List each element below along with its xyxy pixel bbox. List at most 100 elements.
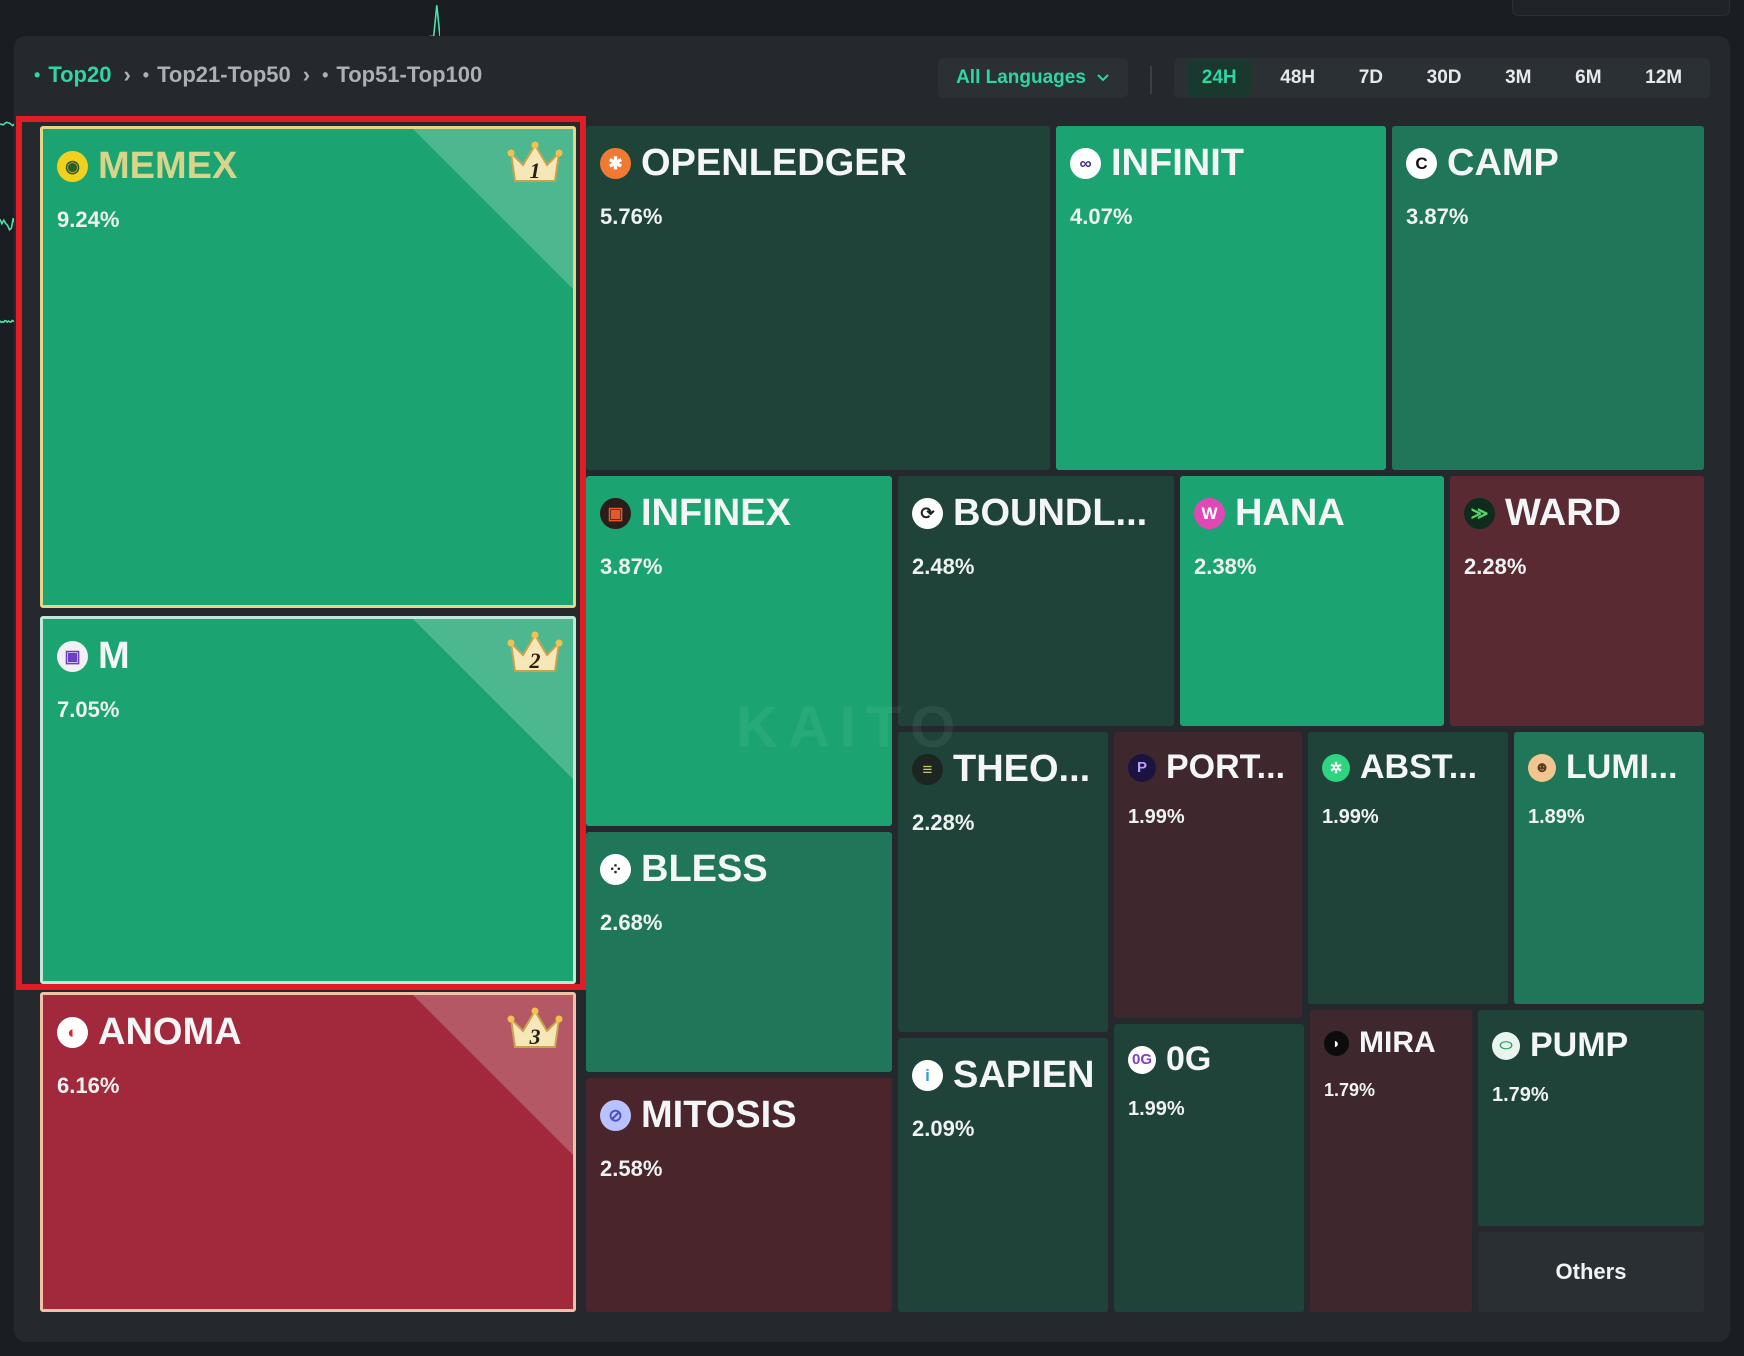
crown-icon: 2 — [507, 631, 563, 673]
tab-48h[interactable]: 48H — [1280, 67, 1316, 88]
tile-pump[interactable]: ⬭ PUMP 1.79% — [1478, 1010, 1704, 1226]
tile-title: ⟳ BOUNDL... — [912, 492, 1147, 535]
tile-og[interactable]: 0G 0G 1.99% — [1114, 1024, 1304, 1312]
window-tab-fragment — [1512, 0, 1730, 16]
tile-percent: 1.99% — [1322, 806, 1379, 828]
tile-name: LUMI... — [1566, 748, 1678, 786]
tile-name: HANA — [1235, 492, 1345, 534]
tab-3m[interactable]: 3M — [1505, 67, 1532, 88]
tile-hana[interactable]: W HANA 2.38% — [1180, 476, 1444, 726]
tile-title: ▣ M — [57, 635, 130, 678]
tile-name: MITOSIS — [641, 1094, 797, 1136]
breadcrumb: • Top20 › • Top21-Top50 › • Top51-Top100 — [34, 62, 482, 88]
tile-name: ABST... — [1360, 748, 1478, 786]
tile-camp[interactable]: C CAMP 3.87% — [1392, 126, 1704, 470]
tile-name: OPENLEDGER — [641, 142, 908, 184]
tile-title: ◉ MEMEX — [57, 145, 237, 188]
tile-anoma[interactable]: ◐ ANOMA 6.16% 3 — [40, 992, 576, 1312]
tab-12m[interactable]: 12M — [1645, 67, 1683, 88]
port-logo-icon: P — [1128, 753, 1156, 782]
breadcrumb-top20[interactable]: • Top20 — [34, 62, 112, 87]
svg-text:1: 1 — [530, 158, 541, 183]
language-select-value: All Languages — [956, 67, 1086, 88]
tile-memex[interactable]: ◉ MEMEX 9.24% 1 — [40, 126, 576, 608]
tile-name: INFINEX — [641, 492, 791, 534]
mitosis-logo-icon: ⊘ — [600, 1100, 631, 1131]
language-select[interactable]: All Languages — [938, 58, 1128, 98]
camp-logo-icon: C — [1406, 148, 1437, 179]
tile-mira[interactable]: ◗ MIRA 1.79% — [1310, 1010, 1472, 1312]
tile-percent: 9.24% — [57, 207, 120, 232]
tile-percent: 2.68% — [600, 910, 663, 935]
tile-m[interactable]: ▣ M 7.05% 2 — [40, 616, 576, 984]
mira-logo-icon: ◗ — [1324, 1030, 1349, 1056]
tile-ward[interactable]: ≫ WARD 2.28% — [1450, 476, 1704, 726]
tile-percent: 1.79% — [1324, 1080, 1376, 1100]
lumi-logo-icon: ☻ — [1528, 753, 1556, 782]
tile-title: ✲ ABST... — [1322, 748, 1477, 787]
tile-name: MIRA — [1359, 1026, 1436, 1059]
infinit-logo-icon: ∞ — [1070, 148, 1101, 179]
tile-theo[interactable]: ≡ THEO... 2.28% — [898, 732, 1108, 1032]
tile-name: BOUNDL... — [953, 492, 1148, 534]
chevron-right-icon: › — [302, 62, 311, 87]
tile-percent: 2.48% — [912, 554, 975, 579]
others-tile[interactable]: Others — [1478, 1232, 1704, 1312]
tile-title: W HANA — [1194, 492, 1345, 535]
ward-logo-icon: ≫ — [1464, 498, 1495, 529]
tile-abst[interactable]: ✲ ABST... 1.99% — [1308, 732, 1508, 1004]
svg-text:3: 3 — [529, 1024, 541, 1049]
tile-sapien[interactable]: i SAPIEN 2.09% — [898, 1038, 1108, 1312]
tile-lumi[interactable]: ☻ LUMI... 1.89% — [1514, 732, 1704, 1004]
kaito-watermark: KAITO — [736, 695, 966, 760]
tile-title: ≡ THEO... — [912, 748, 1090, 791]
svg-text:2: 2 — [529, 648, 541, 673]
chevron-right-icon: › — [123, 62, 131, 87]
tile-percent: 2.58% — [600, 1156, 663, 1181]
tile-name: INFINIT — [1111, 142, 1244, 184]
tab-30d[interactable]: 30D — [1426, 67, 1462, 88]
tile-title: ☻ LUMI... — [1528, 748, 1677, 787]
breadcrumb-top21-50[interactable]: • Top21-Top50 — [142, 62, 291, 87]
tile-percent: 4.07% — [1070, 204, 1133, 229]
breadcrumb-top51-100[interactable]: • Top51-Top100 — [322, 62, 483, 87]
tab-6m[interactable]: 6M — [1575, 67, 1602, 88]
tile-title: i SAPIEN — [912, 1054, 1094, 1097]
chevron-down-icon — [1096, 67, 1110, 89]
tile-boundless[interactable]: ⟳ BOUNDL... 2.48% — [898, 476, 1174, 726]
tab-24h[interactable]: 24H — [1187, 59, 1251, 97]
tile-openledger[interactable]: ✱ OPENLEDGER 5.76% — [586, 126, 1050, 470]
tile-title: C CAMP — [1406, 142, 1559, 185]
tile-percent: 1.99% — [1128, 1098, 1185, 1120]
tile-title: P PORT... — [1128, 748, 1285, 787]
tile-infinex[interactable]: ▣ INFINEX 3.87% — [586, 476, 892, 826]
tile-percent: 6.16% — [57, 1073, 120, 1098]
tile-infinit[interactable]: ∞ INFINIT 4.07% — [1056, 126, 1386, 470]
tile-bless[interactable]: ⁘ BLESS 2.68% — [586, 832, 892, 1072]
og-logo-icon: 0G — [1128, 1045, 1156, 1074]
tab-7d[interactable]: 7D — [1358, 67, 1384, 88]
crown-icon: 1 — [507, 141, 563, 183]
boundless-logo-icon: ⟳ — [912, 498, 943, 529]
tile-port[interactable]: P PORT... 1.99% — [1114, 732, 1302, 1018]
tile-name: WARD — [1505, 492, 1622, 534]
tile-percent: 2.28% — [1464, 554, 1527, 579]
tile-percent: 3.87% — [600, 554, 663, 579]
tile-title: ⁘ BLESS — [600, 848, 768, 891]
tile-mitosis[interactable]: ⊘ MITOSIS 2.58% — [586, 1078, 892, 1312]
tile-name: PORT... — [1166, 748, 1286, 786]
tile-name: CAMP — [1447, 142, 1559, 184]
tile-title: ✱ OPENLEDGER — [600, 142, 907, 185]
tile-title: ⬭ PUMP — [1492, 1026, 1628, 1065]
theo-logo-icon: ≡ — [912, 754, 943, 785]
pump-logo-icon: ⬭ — [1492, 1031, 1520, 1060]
tile-name: PUMP — [1530, 1026, 1629, 1064]
tile-name: MEMEX — [98, 145, 238, 187]
octopus-logo-icon: ✱ — [600, 148, 631, 179]
tile-percent: 1.79% — [1492, 1084, 1549, 1106]
anoma-logo-icon: ◐ — [57, 1017, 88, 1048]
tile-name: 0G — [1166, 1040, 1212, 1078]
m-logo-icon: ▣ — [57, 641, 88, 672]
tile-percent: 2.28% — [912, 810, 975, 835]
toolbar-divider — [1150, 66, 1152, 94]
